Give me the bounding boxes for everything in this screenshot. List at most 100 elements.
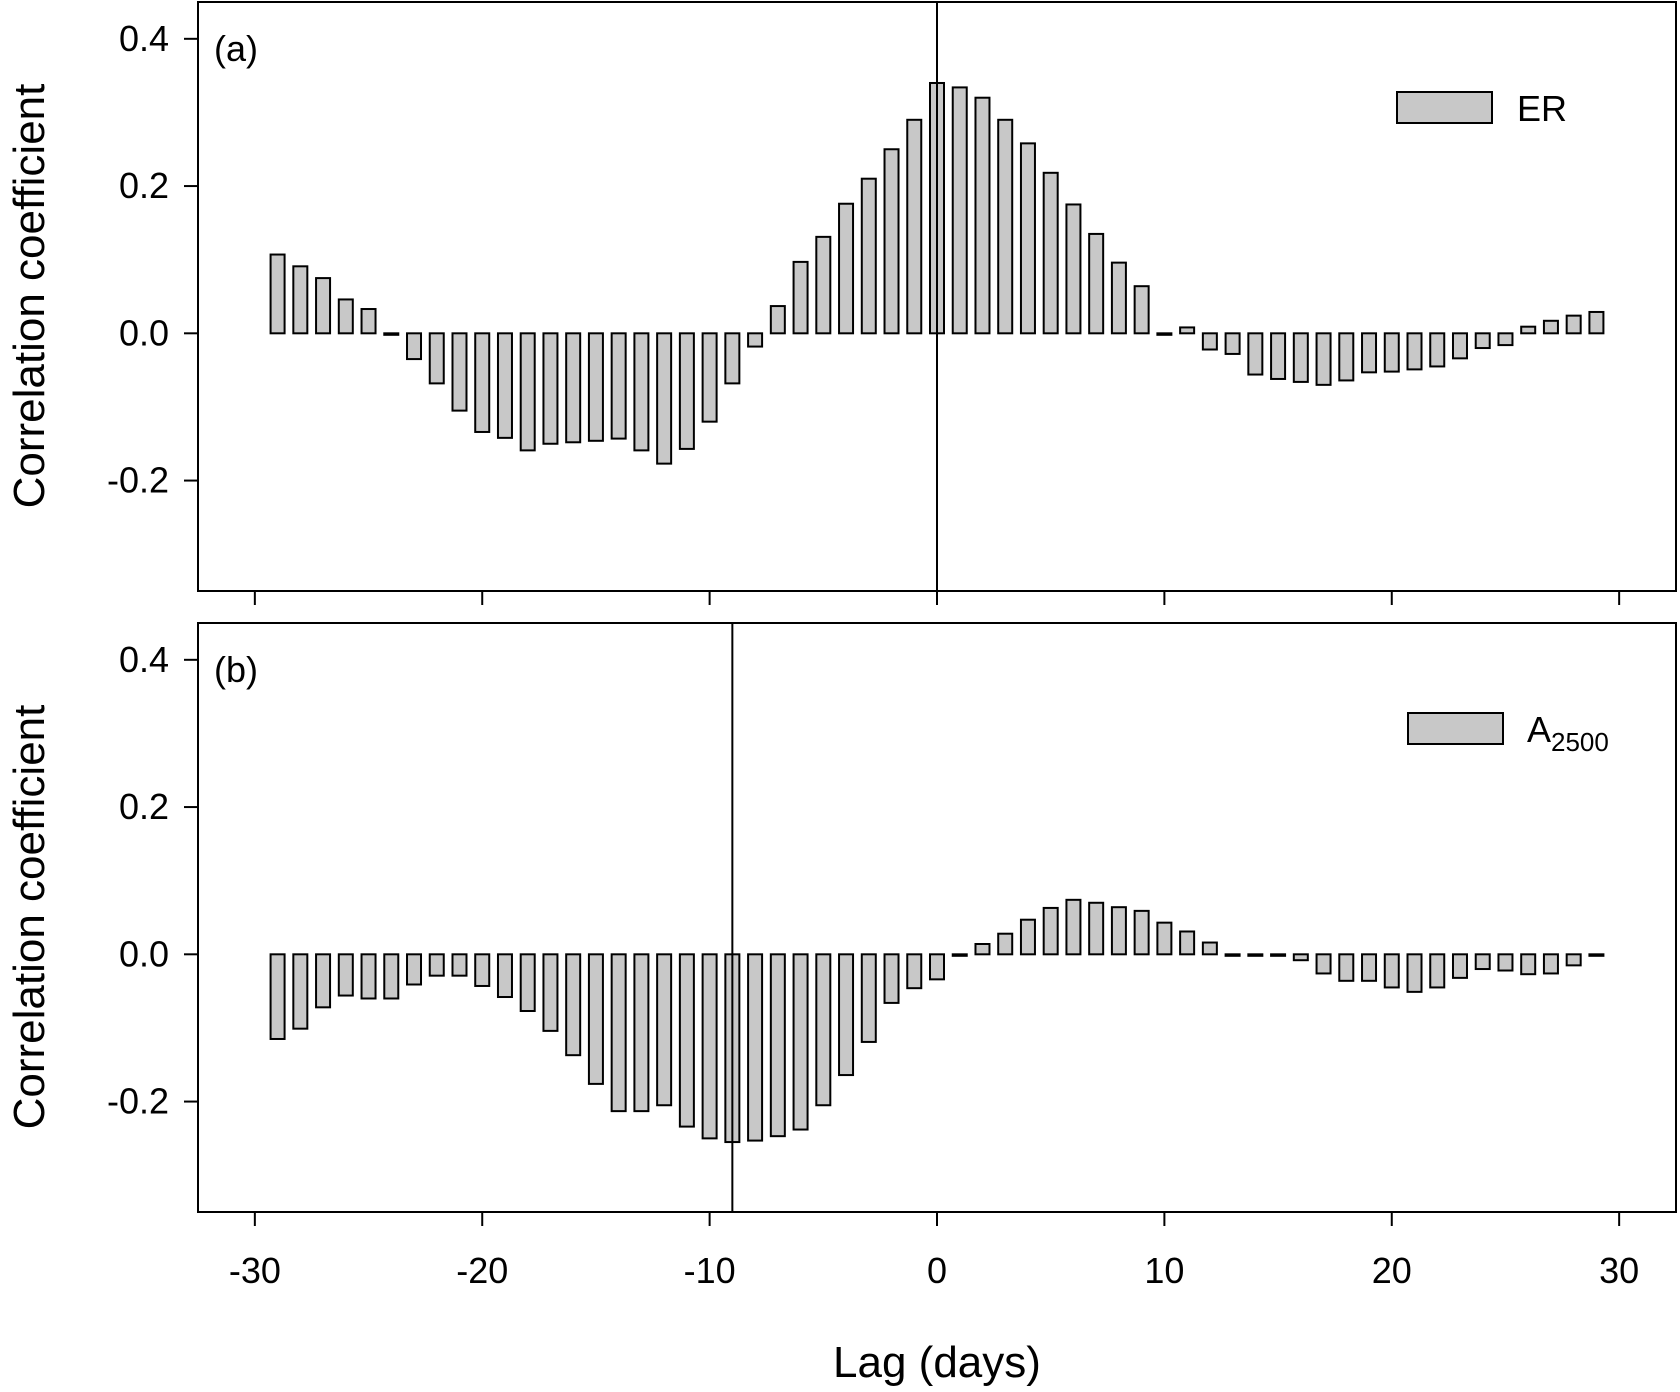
bar (1588, 953, 1605, 957)
bar (1565, 953, 1582, 967)
bar (838, 202, 855, 335)
bar (769, 305, 786, 335)
bar (1042, 171, 1059, 335)
panel-b: 0.4 0.2 0.0 -0.2 (b) Correlation coefficien… (5, 622, 1677, 1226)
bar (451, 953, 468, 977)
bar (1565, 314, 1582, 335)
bar (1292, 332, 1309, 383)
bar (678, 332, 695, 450)
bar (383, 332, 400, 336)
bar (815, 235, 832, 335)
bar (269, 953, 286, 1040)
bar (1361, 332, 1378, 374)
legend-swatch-er (1396, 91, 1493, 124)
bar (951, 86, 968, 335)
bar (1520, 325, 1537, 335)
legend-label-a2500-subscript: 2500 (1551, 727, 1609, 757)
bar (1474, 953, 1491, 971)
bar (383, 953, 400, 1000)
bar (1133, 285, 1150, 335)
bar (792, 260, 809, 335)
panel-label-b: (b) (214, 649, 258, 690)
bar (747, 953, 764, 1142)
bar (1429, 953, 1446, 989)
bar (337, 298, 354, 335)
x-axis-label: Lag (days) (833, 1338, 1041, 1387)
bar (1133, 909, 1150, 956)
bar (1292, 953, 1309, 962)
legend-label-a2500-main: A (1527, 709, 1551, 750)
bar (1201, 941, 1218, 956)
y-tick-label: 0.2 (119, 165, 169, 206)
bar (474, 332, 491, 433)
y-axis-ticks-a: 0.4 0.2 0.0 -0.2 (107, 18, 198, 501)
bar (269, 253, 286, 335)
bar (1270, 953, 1287, 957)
bar (1019, 918, 1036, 956)
bar (1315, 332, 1332, 386)
bar (1406, 953, 1423, 993)
bar (1338, 332, 1355, 382)
bar (519, 953, 536, 1013)
bar (1383, 953, 1400, 989)
bar (906, 953, 923, 990)
bar (883, 953, 900, 1004)
bar (474, 953, 491, 987)
bar (610, 332, 627, 440)
bar (565, 953, 582, 1057)
bar (769, 953, 786, 1138)
x-tick-label: 10 (1144, 1250, 1184, 1291)
plot-frame-b (197, 622, 1677, 1213)
bar (1588, 310, 1605, 335)
bar (1088, 901, 1105, 956)
x-tick-label: 20 (1372, 1250, 1412, 1291)
bar (428, 953, 445, 977)
x-tick-label: 0 (927, 1250, 947, 1291)
x-axis-tick-labels: -30 -20 -10 0 10 20 30 (229, 1250, 1639, 1291)
bar (1315, 953, 1332, 975)
bar-series-er (269, 81, 1605, 465)
bar (1270, 332, 1287, 380)
bar (587, 953, 604, 1085)
bar (1542, 319, 1559, 335)
y-tick-label: -0.2 (107, 460, 169, 501)
bar (1451, 332, 1468, 360)
panel-label-a: (a) (214, 28, 258, 69)
x-axis-ticks-a (253, 591, 1621, 605)
bar (1451, 953, 1468, 979)
bar (1224, 953, 1241, 957)
bar (1065, 203, 1082, 335)
bar (1201, 332, 1218, 351)
bar (1179, 930, 1196, 956)
bar (565, 332, 582, 444)
bar (1042, 906, 1059, 956)
bar (1361, 953, 1378, 982)
bar (997, 118, 1014, 335)
bar (1247, 332, 1264, 376)
bar (610, 953, 627, 1113)
bar (974, 96, 991, 335)
bar (1110, 906, 1127, 956)
bar (1156, 921, 1173, 956)
x-tick-label: 30 (1599, 1250, 1639, 1291)
bar (496, 953, 513, 999)
x-tick-label: -30 (229, 1250, 281, 1291)
bar (337, 953, 354, 997)
bar (815, 953, 832, 1107)
bar (587, 332, 604, 442)
bar (292, 265, 309, 335)
bar (1156, 332, 1173, 336)
bar (1429, 332, 1446, 368)
legend-a: ER (1396, 88, 1567, 129)
x-tick-label: -20 (456, 1250, 508, 1291)
bar (315, 277, 332, 335)
y-tick-label: -0.2 (107, 1081, 169, 1122)
bar (292, 953, 309, 1030)
bar (883, 148, 900, 335)
bar (1497, 332, 1514, 347)
bar (406, 953, 423, 986)
bar (1497, 953, 1514, 972)
legend-b: A2500 (1407, 709, 1609, 757)
y-axis-label-a: Correlation coefficient (5, 84, 54, 509)
